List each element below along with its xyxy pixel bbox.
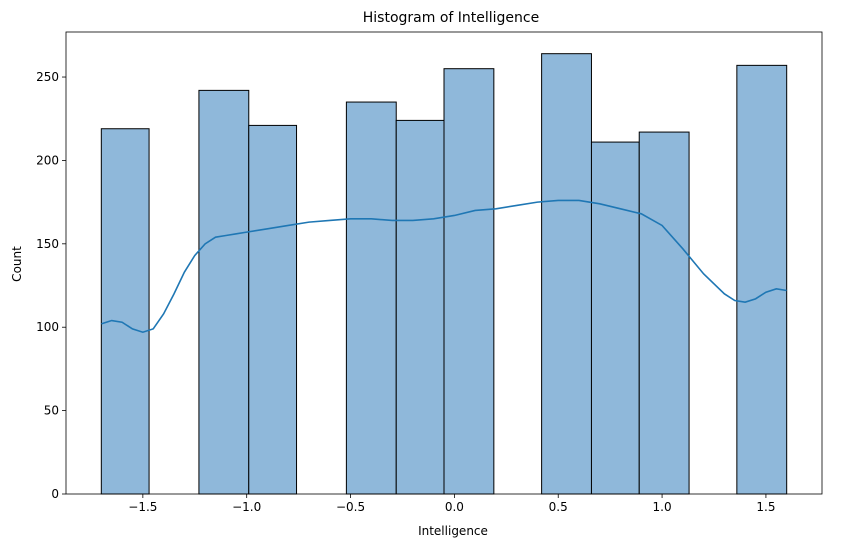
- chart-title: Histogram of Intelligence: [363, 10, 539, 26]
- bars-group: [100, 53, 788, 495]
- histogram-bar-9: [541, 53, 592, 495]
- histogram-bar-6: [395, 119, 445, 495]
- histogram-bar-3: [248, 124, 298, 495]
- x-tick-label: −0.5: [336, 500, 365, 514]
- y-axis: 0 50 100 150 200 250: [36, 70, 66, 501]
- x-axis-label: Intelligence: [418, 524, 488, 538]
- x-tick-label: 0.5: [549, 500, 568, 514]
- histogram-bar-11: [638, 131, 690, 495]
- x-tick-label: −1.5: [128, 500, 157, 514]
- y-tick-label: 100: [36, 320, 59, 334]
- histogram-bar-13: [736, 64, 788, 495]
- y-tick-label: 150: [36, 237, 59, 251]
- y-axis-label: Count: [10, 246, 24, 282]
- histogram-bar-5: [345, 101, 397, 495]
- x-axis: −1.5 −1.0 −0.5 0.0 0.5 1.0 1.5: [128, 494, 775, 514]
- y-tick-label: 250: [36, 70, 59, 84]
- histogram-bar-7: [443, 68, 495, 495]
- x-tick-label: −1.0: [232, 500, 261, 514]
- axes-frame: [65, 31, 823, 495]
- x-tick-label: 1.0: [653, 500, 672, 514]
- histogram-bar-2: [198, 89, 250, 495]
- y-tick-label: 50: [44, 404, 59, 418]
- histogram-bar-0: [100, 128, 150, 495]
- x-tick-label: 0.0: [445, 500, 464, 514]
- histogram-bar-10: [590, 141, 640, 495]
- y-tick-label: 0: [51, 487, 59, 501]
- x-tick-label: 1.5: [756, 500, 775, 514]
- kde-line: [101, 199, 787, 334]
- y-tick-label: 200: [36, 153, 59, 167]
